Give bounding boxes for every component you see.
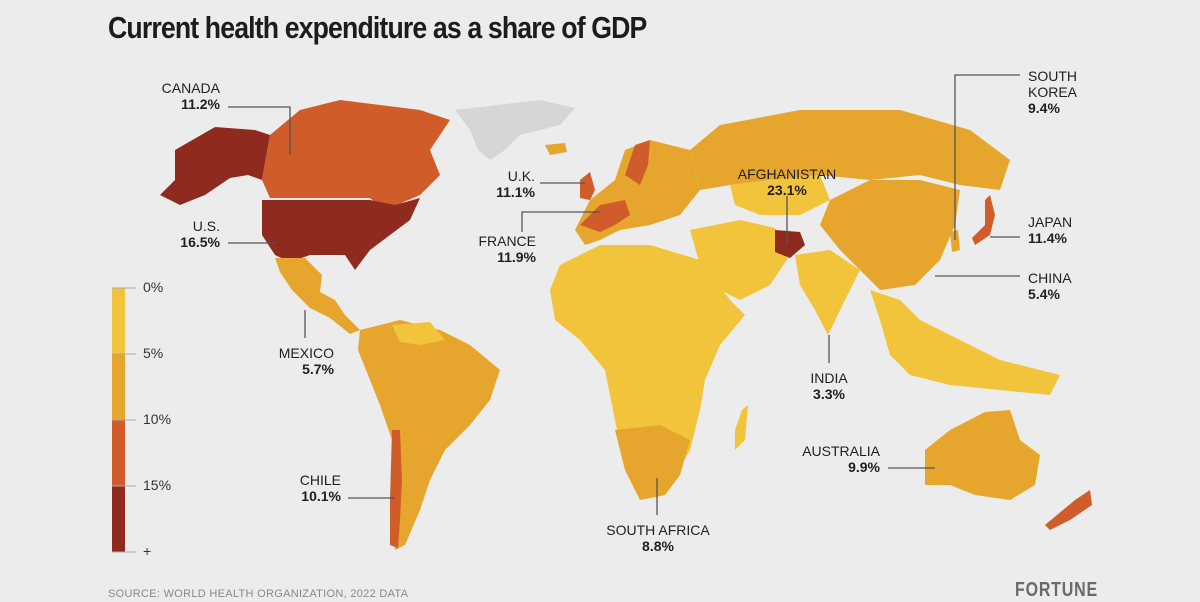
callout-name: SOUTH AFRICA (606, 522, 710, 538)
region-africa (550, 245, 745, 500)
callout-value: 10.1% (301, 488, 341, 504)
callout-value: 9.4% (1028, 100, 1060, 116)
region-iceland (545, 143, 567, 155)
region-alaska (160, 127, 270, 205)
region-china (820, 180, 960, 290)
callout-name-line2: KOREA (1028, 84, 1078, 100)
region-russia (690, 110, 1010, 190)
callout-china: CHINA 5.4% (1028, 270, 1072, 302)
callout-canada: CANADA 11.2% (162, 80, 220, 112)
region-mexico (275, 258, 360, 334)
callout-value: 11.4% (1028, 230, 1067, 246)
callout-mexico: MEXICO 5.7% (279, 345, 334, 377)
callout-name: FRANCE (478, 233, 536, 249)
region-afghanistan (775, 230, 805, 258)
region-greenland (455, 100, 575, 160)
callout-value: 3.3% (813, 386, 845, 402)
region-japan (972, 195, 995, 245)
region-usa (262, 198, 420, 270)
callout-name: AFGHANISTAN (737, 166, 837, 182)
legend-label-15: 15% (143, 477, 172, 493)
callout-value: 11.9% (497, 249, 536, 265)
region-uk (580, 172, 595, 200)
legend-bar (112, 287, 136, 553)
callout-name: JAPAN (1028, 214, 1073, 230)
legend-bin-10-15 (112, 420, 125, 486)
region-new-zealand (1045, 490, 1092, 530)
region-korea (950, 230, 960, 252)
callout-name: U.K. (507, 168, 535, 184)
region-australia (925, 410, 1040, 500)
callout-name: AUSTRALIA (802, 443, 880, 459)
region-india (795, 250, 860, 335)
callout-india: INDIA 3.3% (789, 370, 869, 402)
callout-chile: CHILE 10.1% (300, 472, 341, 504)
callout-name: INDIA (810, 370, 848, 386)
chart-title: Current health expenditure as a share of… (108, 10, 647, 45)
legend-label-5: 5% (143, 345, 164, 361)
legend-bin-15-plus (112, 486, 125, 552)
leader-france (521, 211, 600, 232)
callout-name: SOUTH (1028, 68, 1077, 84)
legend-bin-0-5 (112, 288, 125, 354)
callout-name: U.S. (192, 218, 220, 234)
legend-bin-5-10 (112, 354, 125, 420)
callout-value: 8.8% (642, 538, 674, 554)
callout-value: 5.4% (1028, 286, 1060, 302)
callout-france: FRANCE 11.9% (478, 233, 536, 265)
callout-uk: U.K. 11.1% (496, 168, 535, 200)
legend-label-plus: + (143, 543, 152, 559)
callout-name: CHINA (1028, 270, 1072, 286)
callout-name: CHILE (299, 472, 341, 488)
legend-label-10: 10% (143, 411, 172, 427)
callout-japan: JAPAN 11.4% (1028, 214, 1072, 246)
region-southeast-asia (870, 290, 1060, 395)
callout-name: CANADA (161, 80, 220, 96)
callout-value: 16.5% (180, 234, 220, 250)
region-chile (390, 430, 402, 548)
region-western-europe (580, 200, 630, 232)
leader-south-korea (954, 74, 1020, 240)
callout-south-africa: SOUTH AFRICA 8.8% (588, 522, 728, 554)
source-note: SOURCE: WORLD HEALTH ORGANIZATION, 2022 … (108, 588, 409, 600)
callout-us: U.S. 16.5% (180, 218, 220, 250)
region-southern-africa (615, 425, 690, 500)
callout-value: 11.2% (181, 96, 220, 112)
callout-value: 11.1% (496, 184, 535, 200)
legend-label-0: 0% (143, 279, 164, 295)
callout-australia: AUSTRALIA 9.9% (802, 443, 880, 475)
region-central-asia (730, 175, 830, 215)
region-canada (262, 100, 450, 210)
callout-south-korea: SOUTH KOREA 9.4% (1028, 68, 1077, 116)
region-venezuela (392, 322, 445, 345)
callout-afghanistan: AFGHANISTAN 23.1% (727, 166, 847, 198)
region-scandinavia (625, 140, 650, 185)
callout-value: 23.1% (767, 182, 807, 198)
leader-canada (228, 106, 291, 155)
callout-name: MEXICO (278, 345, 334, 361)
region-south-america (358, 320, 500, 550)
callout-value: 9.9% (848, 459, 880, 475)
fortune-logo: FORTUNE (1015, 579, 1098, 601)
callout-value: 5.7% (302, 361, 334, 377)
region-madagascar (735, 405, 748, 450)
